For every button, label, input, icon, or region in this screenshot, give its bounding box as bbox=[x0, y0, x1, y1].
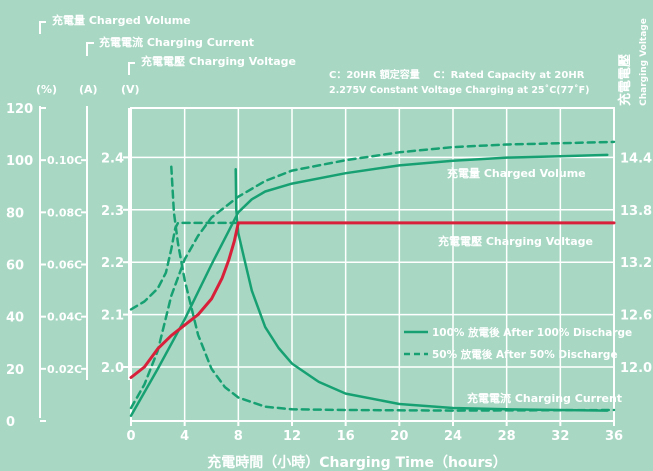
key-label-volume: 充電量 Charged Volume bbox=[52, 13, 191, 27]
x-tick-label-20: 20 bbox=[390, 429, 408, 444]
series-line-charged-volume-50 bbox=[129, 140, 616, 410]
right-volts-tick-label-12.0: 12.0 bbox=[620, 361, 652, 376]
amps-tick-label-0.10C: 0.10C bbox=[47, 154, 82, 167]
amps-tick-label-0.04C: 0.04C bbox=[47, 311, 82, 324]
grid bbox=[131, 108, 614, 421]
volts-tick-label-2.0: 2.0 bbox=[101, 361, 124, 376]
series-layer bbox=[129, 140, 616, 418]
right-volts-tick-label-13.2: 13.2 bbox=[620, 256, 652, 271]
tick-labels: 0 4 8 12 16 20 24 28 32 36 120 100 80 60 40 20 0 0.10C 0.0… bbox=[6, 102, 652, 444]
volts-tick-label-2.4: 2.4 bbox=[101, 151, 124, 166]
x-tick-label-24: 24 bbox=[444, 429, 462, 444]
series-line-charging-voltage-100 bbox=[129, 221, 616, 379]
right-volts-tick-label-14.4: 14.4 bbox=[620, 151, 652, 166]
x-tick-label-4: 4 bbox=[180, 429, 189, 444]
key-label-voltage: 充電電壓 Charging Voltage bbox=[141, 54, 296, 68]
x-tick-label-28: 28 bbox=[498, 429, 516, 444]
curve-label-volume: 充電量 Charged Volume bbox=[447, 166, 586, 180]
right-volts-tick-label-13.8: 13.8 bbox=[620, 204, 652, 219]
unit-amps: (A) bbox=[79, 83, 98, 96]
key-label-current: 充電電流 Charging Current bbox=[99, 35, 254, 49]
amps-tick-label-0.06C: 0.06C bbox=[47, 259, 82, 272]
right-axis-title-cn: 充電電壓 bbox=[617, 54, 633, 106]
x-tick-label-8: 8 bbox=[234, 429, 243, 444]
volts-tick-label-2.2: 2.2 bbox=[101, 256, 124, 271]
series-line-charged-volume-100 bbox=[129, 153, 609, 418]
right-axis-title-en: Charging Voltage bbox=[639, 18, 649, 106]
plot-frame bbox=[130, 107, 615, 422]
x-axis-title: 充電時間（小時）Charging Time（hours） bbox=[207, 454, 507, 471]
amps-tick-label-0.02C: 0.02C bbox=[47, 363, 82, 376]
percent-tick-label-100: 100 bbox=[6, 154, 33, 169]
right-volts-tick-label-12.6: 12.6 bbox=[620, 309, 652, 324]
legend-solid-label: 100% 放電後 After 100% Discharge bbox=[432, 326, 632, 339]
series-line-charging-voltage-50 bbox=[129, 221, 237, 311]
percent-tick-label-120: 120 bbox=[6, 102, 33, 117]
percent-tick-label-0: 0 bbox=[6, 415, 15, 430]
unit-volts: (V) bbox=[121, 83, 140, 96]
legend-dashed-label: 50% 放電後 After 50% Discharge bbox=[432, 348, 618, 361]
series-line-charging-current-100 bbox=[234, 168, 609, 412]
unit-percent: (%) bbox=[36, 83, 57, 96]
key-bracket-volume bbox=[39, 21, 46, 34]
x-tick-label-32: 32 bbox=[551, 429, 569, 444]
percent-tick-label-80: 80 bbox=[6, 206, 24, 221]
series-line-charging-current-50 bbox=[170, 165, 616, 412]
percent-tick-label-40: 40 bbox=[6, 311, 24, 326]
note-line-2: 2.275V Constant Voltage Charging at 25˚C… bbox=[329, 85, 589, 96]
key-bracket-voltage bbox=[128, 62, 135, 75]
x-tick-label-36: 36 bbox=[605, 429, 623, 444]
curve-label-voltage: 充電電壓 Charging Voltage bbox=[438, 234, 593, 248]
percent-tick-label-20: 20 bbox=[6, 363, 24, 378]
key-bracket-current bbox=[86, 42, 94, 56]
axis-ticks bbox=[40, 107, 615, 426]
x-tick-label-0: 0 bbox=[126, 429, 135, 444]
volts-tick-label-2.1: 2.1 bbox=[101, 309, 124, 324]
volts-tick-label-2.3: 2.3 bbox=[101, 204, 124, 219]
amps-tick-label-0.08C: 0.08C bbox=[47, 206, 82, 219]
note-line-1: C：20HR 額定容量 C：Rated Capacity at 20HR bbox=[329, 68, 585, 81]
x-tick-label-16: 16 bbox=[337, 429, 355, 444]
percent-tick-label-60: 60 bbox=[6, 259, 24, 274]
curve-label-current: 充電電流 Charging Current bbox=[467, 391, 622, 405]
x-tick-label-12: 12 bbox=[283, 429, 301, 444]
